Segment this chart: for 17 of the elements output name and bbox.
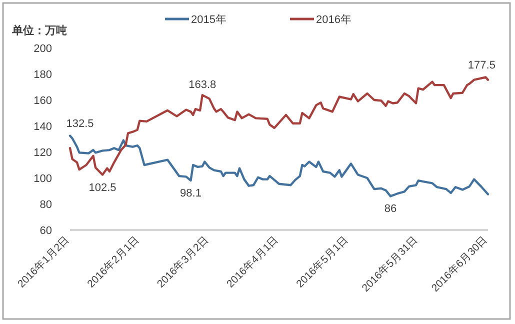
y-tick-label: 80 bbox=[40, 199, 52, 211]
annotation: 86 bbox=[384, 203, 397, 216]
y-tick-label: 100 bbox=[34, 173, 52, 185]
legend-label: 2015年 bbox=[191, 14, 226, 26]
y-tick-label: 140 bbox=[34, 121, 52, 133]
annotation: 98.1 bbox=[180, 187, 202, 200]
annotation: 163.8 bbox=[188, 79, 216, 92]
y-tick-label: 180 bbox=[34, 69, 52, 81]
y-tick-label: 60 bbox=[40, 225, 52, 237]
annotation: 132.5 bbox=[66, 118, 94, 130]
legend-label: 2016年 bbox=[316, 14, 352, 26]
annotation: 102.5 bbox=[88, 182, 116, 194]
annotation: 177.5 bbox=[468, 59, 496, 72]
y-axis-title: 单位：万吨 bbox=[11, 24, 67, 37]
y-tick-label: 200 bbox=[34, 43, 52, 55]
y-tick-label: 120 bbox=[34, 147, 52, 159]
y-tick-label: 160 bbox=[34, 95, 52, 107]
